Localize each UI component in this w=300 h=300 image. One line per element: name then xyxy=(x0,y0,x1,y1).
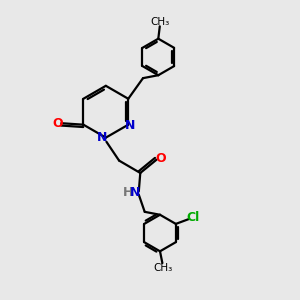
Text: O: O xyxy=(155,152,166,165)
Text: N: N xyxy=(130,186,140,199)
Text: O: O xyxy=(52,117,63,130)
Text: N: N xyxy=(97,131,107,144)
Text: Cl: Cl xyxy=(186,211,200,224)
Text: CH₃: CH₃ xyxy=(150,16,170,27)
Text: H: H xyxy=(122,186,133,199)
Text: N: N xyxy=(124,119,135,132)
Text: CH₃: CH₃ xyxy=(153,263,172,273)
